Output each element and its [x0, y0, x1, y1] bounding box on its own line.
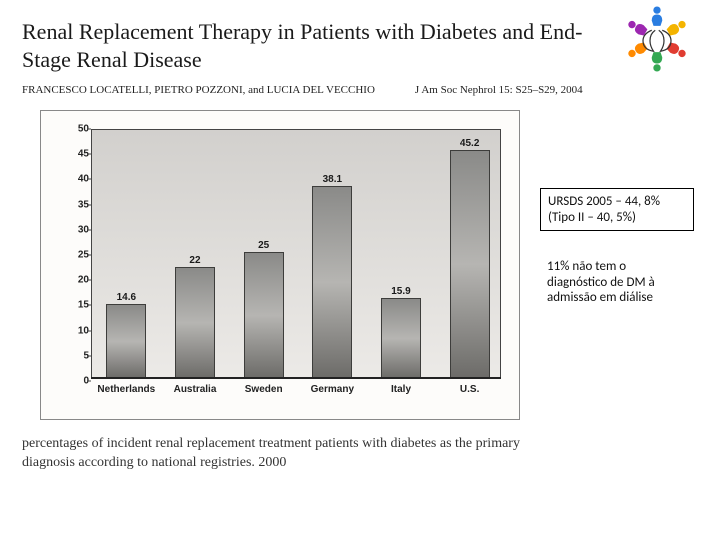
plot-area: 14.6Netherlands22Australia25Sweden38.1Ge…	[91, 129, 501, 379]
y-tick-mark	[87, 154, 91, 155]
callout-diagnosis: 11% não tem o diagnóstico de DM à admiss…	[540, 254, 694, 311]
y-tick-label: 35	[65, 199, 89, 210]
callout-ursds: URSDS 2005 – 44, 8% (Tipo II – 40, 5%)	[540, 188, 694, 231]
logo-icon	[612, 4, 702, 74]
citation-text: J Am Soc Nephrol 15: S25–S29, 2004	[415, 84, 583, 96]
bar: 15.9	[381, 298, 421, 378]
callout-line1: URSDS 2005 – 44, 8%	[548, 194, 686, 210]
y-tick-label: 45	[65, 149, 89, 160]
y-tick-label: 20	[65, 275, 89, 286]
bar: 25	[244, 252, 284, 378]
bar-value-label: 45.2	[460, 138, 479, 149]
y-tick-mark	[87, 204, 91, 205]
y-tick-label: 10	[65, 325, 89, 336]
y-tick-label: 0	[65, 376, 89, 387]
bar-value-label: 22	[189, 255, 200, 266]
y-tick-mark	[87, 355, 91, 356]
x-tick-label: Germany	[311, 384, 354, 395]
y-tick-mark	[87, 280, 91, 281]
callout-line2: (Tipo II – 40, 5%)	[548, 210, 686, 226]
x-tick-label: Sweden	[245, 384, 283, 395]
bar: 38.1	[312, 186, 352, 378]
bar-value-label: 38.1	[323, 174, 342, 185]
x-tick-label: Australia	[174, 384, 217, 395]
y-tick-mark	[87, 255, 91, 256]
y-tick-label: 40	[65, 174, 89, 185]
authors-row: FRANCESCO LOCATELLI, PIETRO POZZONI, and…	[22, 84, 583, 96]
y-tick-label: 5	[65, 350, 89, 361]
title-text: Renal Replacement Therapy in Patients wi…	[22, 18, 600, 73]
y-tick-mark	[87, 229, 91, 230]
bar-value-label: 15.9	[391, 286, 410, 297]
y-tick-mark	[87, 330, 91, 331]
x-axis-baseline	[91, 377, 501, 379]
y-tick-label: 15	[65, 300, 89, 311]
x-tick-label: U.S.	[460, 384, 479, 395]
y-tick-mark	[87, 381, 91, 382]
x-tick-label: Italy	[391, 384, 411, 395]
authors-text: FRANCESCO LOCATELLI, PIETRO POZZONI, and…	[22, 84, 375, 96]
y-tick-mark	[87, 305, 91, 306]
bar-value-label: 25	[258, 240, 269, 251]
y-tick-label: 25	[65, 250, 89, 261]
bar: 22	[175, 267, 215, 378]
x-tick-label: Netherlands	[97, 384, 155, 395]
y-tick-mark	[87, 179, 91, 180]
caption-text: percentages of incident renal replacemen…	[22, 435, 530, 473]
bar-value-label: 14.6	[117, 292, 136, 303]
bar: 14.6	[106, 304, 146, 378]
page-title: Renal Replacement Therapy in Patients wi…	[22, 18, 600, 73]
bar: 45.2	[450, 150, 490, 378]
y-tick-label: 30	[65, 224, 89, 235]
y-tick-mark	[87, 129, 91, 130]
bar-chart: 14.6 Netherlands 22 Australia 25 Sweden 38.1 Ge…	[40, 110, 520, 420]
y-tick-label: 50	[65, 124, 89, 135]
